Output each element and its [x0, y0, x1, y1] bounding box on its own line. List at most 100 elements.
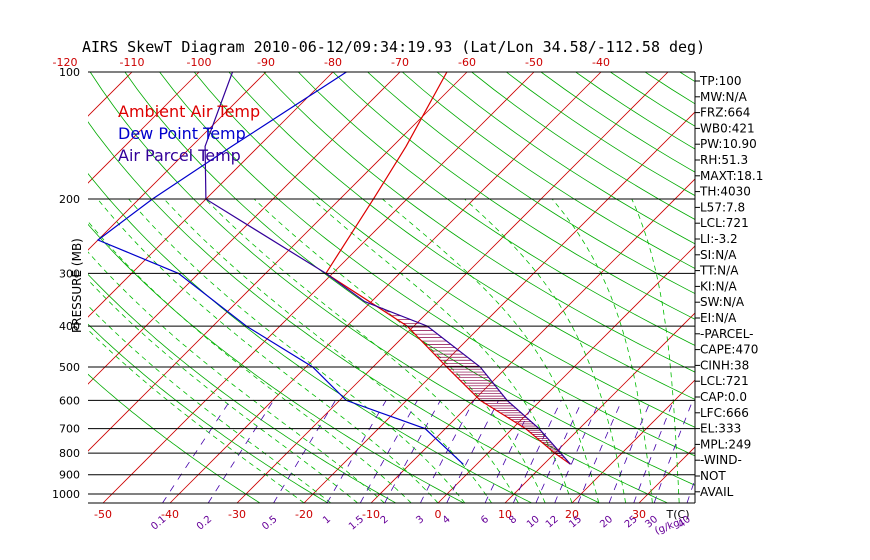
pressure-tick-label: 900	[59, 469, 80, 482]
pressure-tick-label: 200	[59, 193, 80, 206]
index-value: MAXT:18.1	[700, 169, 763, 183]
index-value: -PARCEL-	[700, 327, 754, 341]
isotherm-line	[437, 245, 695, 503]
chart-legend: Ambient Air Temp Dew Point Temp Air Parcel…	[118, 102, 260, 165]
pressure-tick-label: 300	[59, 267, 80, 280]
mixing-ratio-line	[446, 400, 499, 503]
top-temp-tick-label: -70	[391, 56, 409, 69]
mixing-ratio-line	[535, 400, 583, 503]
dry-adiabat-line	[193, 72, 695, 428]
pressure-tick-label: 600	[59, 394, 80, 407]
moist-adiabat-line	[205, 198, 519, 503]
pressure-tick-label: 800	[59, 447, 80, 460]
parcel-temp-line	[204, 72, 571, 465]
index-value: WB0:421	[700, 121, 755, 135]
moist-adiabat-line	[253, 198, 546, 503]
index-value: MW:N/A	[700, 90, 748, 104]
dry-adiabat-line	[124, 72, 695, 486]
index-value: EI:N/A	[700, 311, 737, 325]
pressure-tick-label: 700	[59, 423, 80, 436]
index-value: NOT	[700, 469, 726, 483]
index-value: CAPE:470	[700, 343, 758, 357]
moist-adiabat-line	[163, 198, 492, 503]
dry-adiabat-line	[228, 72, 695, 400]
mixing-ratio-line	[608, 400, 652, 503]
index-value: EL:333	[700, 422, 741, 436]
dry-adiabat-line	[784, 72, 870, 503]
top-temp-tick-label: -60	[458, 56, 476, 69]
index-value: PW:10.90	[700, 137, 757, 151]
bottom-temp-tick-label: 20	[565, 508, 579, 521]
mixing-ratio-tick-label: 0.2	[195, 514, 214, 533]
mixing-ratio-tick-label: 1	[321, 514, 333, 527]
y-axis-label: PRESSURE (MB)	[70, 238, 84, 333]
mixing-ratio-line	[686, 478, 695, 503]
index-value: SI:N/A	[700, 248, 737, 262]
isotherm-line	[88, 72, 133, 117]
index-value: L57:7.8	[700, 200, 745, 214]
pressure-tick-label: 500	[59, 361, 80, 374]
isotherm-line	[169, 72, 602, 503]
moist-adiabat-line	[88, 279, 358, 503]
mixing-ratio-line	[273, 400, 336, 503]
moist-adiabat-line	[88, 305, 332, 503]
mixing-ratio-tick-label: 8	[507, 514, 519, 527]
bottom-temp-tick-label: 30	[632, 508, 646, 521]
mixing-ratio-line	[326, 400, 387, 503]
dry-adiabat-line	[159, 72, 695, 457]
top-temp-tick-label: -50	[525, 56, 543, 69]
mixing-ratio-tick-label: 3	[414, 514, 426, 527]
mixing-ratio-tick-label: 4	[441, 514, 453, 527]
mixing-ratio-tick-label: 2	[379, 514, 391, 527]
mixing-ratio-line	[420, 400, 475, 503]
top-temp-tick-label: -110	[120, 56, 145, 69]
legend-entry: Ambient Air Temp	[118, 102, 260, 121]
top-temp-tick-label: -40	[592, 56, 610, 69]
dry-adiabat-line	[332, 72, 695, 320]
top-temp-tick-label: -90	[257, 56, 275, 69]
dry-adiabat-line	[506, 72, 695, 197]
dry-adiabat-line	[853, 72, 870, 503]
bottom-temp-tick-label: -10	[362, 508, 380, 521]
dry-adiabat-line	[88, 172, 532, 503]
moist-adiabat-line	[382, 198, 600, 503]
index-value: TP:100	[699, 74, 742, 88]
dry-adiabat-line	[367, 72, 695, 295]
isotherm-line	[303, 111, 695, 503]
pressure-tick-label: 400	[59, 320, 80, 333]
top-temp-tick-label: -120	[53, 56, 78, 69]
profile-lines	[96, 72, 571, 465]
mixing-ratio-line	[653, 400, 694, 503]
moist-adiabat-line	[88, 251, 385, 503]
index-value: TH:4030	[699, 185, 751, 199]
isotherm-line	[0, 72, 65, 503]
moist-adiabat-line	[551, 198, 653, 503]
dry-adiabat-line	[88, 373, 261, 503]
chart-title: AIRS SkewT Diagram 2010-06-12/09:34:19.9…	[82, 38, 705, 56]
dry-adiabat-line	[749, 72, 870, 503]
dry-adiabat-line	[644, 72, 695, 105]
mixing-ratio-line	[162, 400, 231, 503]
moist-adiabat-line	[128, 198, 466, 503]
mixing-ratio-line	[554, 400, 601, 503]
isotherm-line	[88, 72, 267, 251]
index-value: LCL:721	[700, 216, 749, 230]
isotherm-line	[236, 72, 669, 503]
pressure-tick-label: 1000	[52, 488, 80, 501]
legend-entry: Air Parcel Temp	[118, 146, 241, 165]
mixing-ratio-tick-label: 0.5	[260, 514, 279, 533]
mixing-ratio-line	[384, 400, 441, 503]
ambient-temp-line	[325, 72, 571, 465]
index-value: CAP:0.0	[700, 390, 747, 404]
bottom-temp-tick-label: -20	[295, 508, 313, 521]
dry-adiabat-line	[819, 72, 870, 503]
dew-point-line	[96, 72, 464, 465]
moist-adiabat-line	[97, 198, 439, 503]
isotherm-line	[88, 72, 200, 184]
isotherm-line	[88, 72, 401, 385]
mixing-ratio-tick-label: 10	[525, 514, 542, 531]
dry-adiabat-line	[88, 223, 464, 503]
